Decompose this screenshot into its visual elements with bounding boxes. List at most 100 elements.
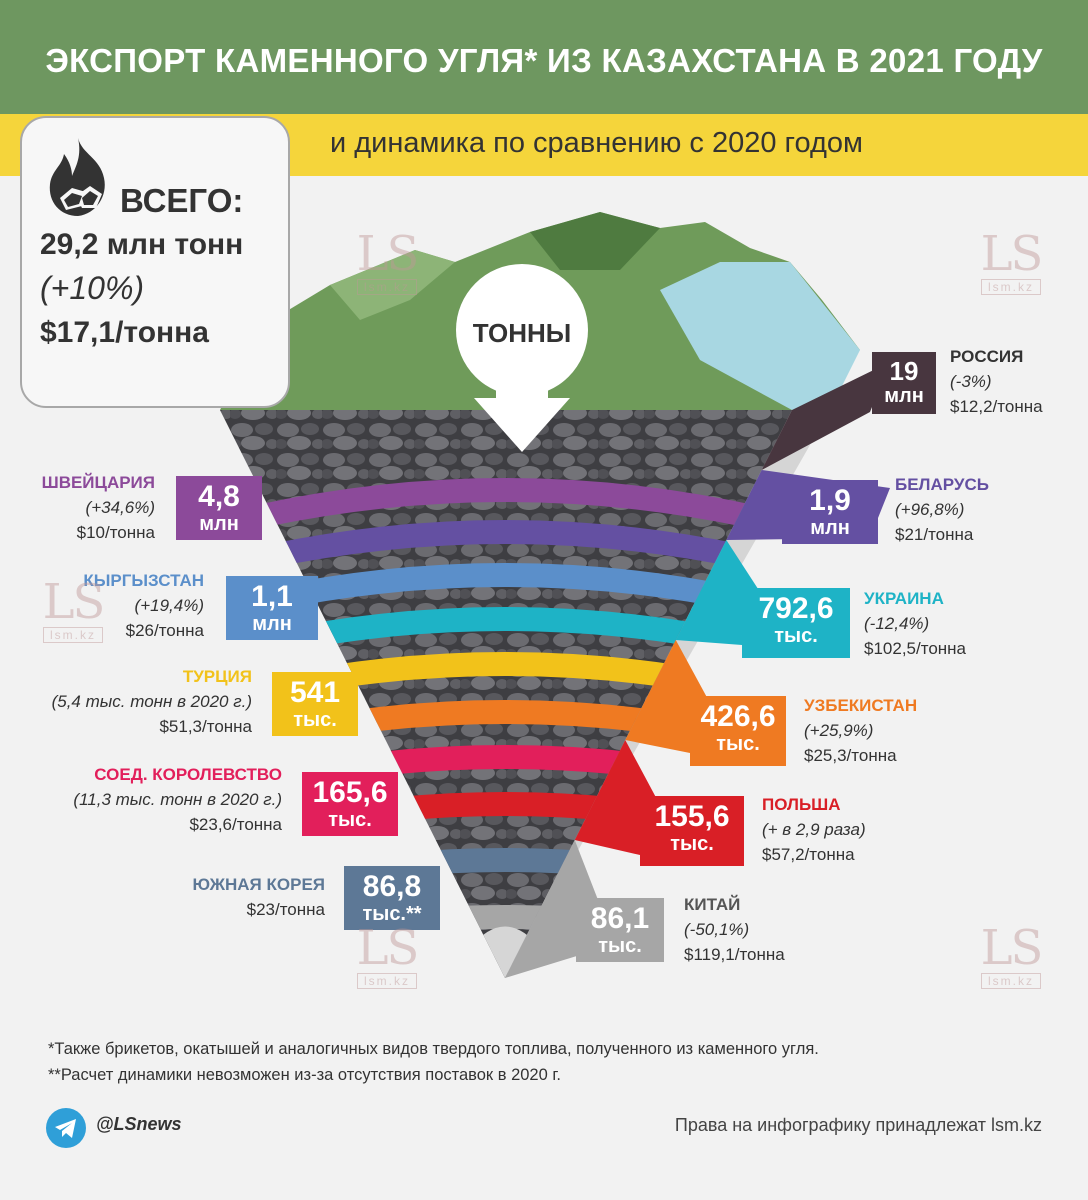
country-change: (-12,4%)	[864, 614, 930, 633]
total-change: (+10%)	[40, 270, 145, 306]
value-badge: 155,6 тыс.	[640, 796, 744, 866]
ribbon-strip	[675, 540, 762, 645]
country-name: ТУРЦИЯ	[182, 667, 252, 686]
country-label: СОЕД. КОРОЛЕВСТВО (11,3 тыс. тонн в 2020 …	[20, 762, 282, 837]
copyright-notice: Права на инфографику принадлежат lsm.kz	[674, 1115, 1042, 1135]
ribbon-strip	[625, 640, 710, 753]
badge-value: 155,6	[654, 800, 730, 833]
country-price: $21/тонна	[895, 525, 974, 544]
badge-unit: млн	[884, 385, 924, 407]
value-badge: 426,6 тыс.	[690, 696, 786, 766]
social-handle[interactable]: @LSnews	[96, 1114, 182, 1134]
country-change: (-3%)	[950, 372, 992, 391]
country-price: $102,5/тонна	[864, 639, 966, 658]
country-name: КЫРГЫЗСТАН	[83, 571, 204, 590]
country-name: УЗБЕКИСТАН	[804, 696, 918, 715]
country-change: (+34,6%)	[85, 498, 155, 517]
country-name: ПОЛЬША	[762, 795, 841, 814]
funnel-band	[220, 478, 792, 557]
tonnes-label: ТОННЫ	[473, 318, 571, 348]
value-badge: 1,1 млн	[226, 576, 318, 640]
badge-unit: млн	[810, 517, 850, 539]
country-name: СОЕД. КОРОЛЕВСТВО	[94, 765, 282, 784]
badge-unit: тыс.	[293, 709, 337, 731]
watermark-logo: LS lsm.kz	[980, 226, 1043, 295]
country-name: РОССИЯ	[950, 347, 1024, 366]
country-name: ШВЕЙЦАРИЯ	[41, 473, 155, 492]
page-title: ЭКСПОРТ КАМЕННОГО УГЛЯ* ИЗ КАЗАХСТАНА В …	[45, 42, 1043, 79]
value-badge: 86,1 тыс.	[576, 898, 664, 962]
country-label: ШВЕЙЦАРИЯ (+34,6%) $10/тонна	[20, 470, 155, 545]
header-banner: ЭКСПОРТ КАМЕННОГО УГЛЯ* ИЗ КАЗАХСТАНА В …	[0, 0, 1088, 114]
country-name: КИТАЙ	[684, 895, 741, 914]
badge-unit: млн	[199, 513, 239, 535]
country-change: (+19,4%)	[134, 596, 204, 615]
badge-value: 19	[889, 356, 919, 386]
country-label: ТУРЦИЯ (5,4 тыс. тонн в 2020 г.) $51,3/тон…	[20, 664, 252, 739]
watermark-logo: LS lsm.kz	[42, 574, 105, 643]
fire-coal-icon	[49, 138, 105, 216]
badge-unit: тыс.	[670, 833, 714, 855]
country-label: УЗБЕКИСТАН (+25,9%) $25,3/тонна	[804, 693, 917, 768]
total-summary-card: ВСЕГО: 29,2 млн тонн (+10%) $17,1/тонна	[20, 116, 290, 408]
value-badge: 4,8 млн	[176, 476, 262, 540]
value-badge: 165,6 тыс.	[302, 772, 398, 836]
telegram-icon[interactable]	[46, 1108, 86, 1148]
watermark-logo: LS lsm.kz	[356, 920, 419, 989]
total-price: $17,1/тонна	[40, 316, 209, 349]
country-price: $23,6/тонна	[189, 815, 282, 834]
watermark-logo: LS lsm.kz	[980, 920, 1043, 989]
badge-value: 4,8	[198, 480, 240, 513]
tonnes-bubble	[456, 264, 588, 396]
country-change: (11,3 тыс. тонн в 2020 г.)	[73, 790, 282, 809]
country-label: БЕЛАРУСЬ (+96,8%) $21/тонна	[895, 472, 989, 547]
badge-value: 86,1	[590, 902, 650, 935]
country-price: $23/тонна	[246, 900, 325, 919]
value-badge: 19 млн	[872, 352, 936, 414]
value-badge: 1,9 млн	[782, 480, 878, 544]
value-badge: 792,6 тыс.	[742, 588, 850, 658]
badge-unit: тыс.**	[362, 903, 422, 925]
country-label: ЮЖНАЯ КОРЕЯ $23/тонна	[20, 872, 325, 922]
country-change: (+ в 2,9 раза)	[762, 820, 866, 839]
country-price: $12,2/тонна	[950, 397, 1043, 416]
country-label: ПОЛЬША (+ в 2,9 раза) $57,2/тонна	[762, 792, 866, 867]
total-value: 29,2 млн тонн	[40, 228, 244, 261]
badge-unit: тыс.	[774, 625, 818, 647]
country-name: БЕЛАРУСЬ	[895, 475, 989, 494]
badge-unit: млн	[252, 613, 292, 635]
country-price: $57,2/тонна	[762, 845, 855, 864]
country-price: $51,3/тонна	[159, 717, 252, 736]
badge-value: 792,6	[758, 592, 834, 625]
badge-value: 426,6	[700, 700, 776, 733]
funnel-band	[220, 563, 792, 642]
footnote-2: **Расчет динамики невозможен из-за отсут…	[48, 1066, 561, 1084]
country-change: (+25,9%)	[804, 721, 874, 740]
arrow-down-icon	[474, 360, 570, 452]
country-change: (5,4 тыс. тонн в 2020 г.)	[51, 692, 252, 711]
badge-value: 541	[289, 676, 341, 709]
funnel-band	[220, 520, 792, 599]
badge-value: 165,6	[312, 776, 388, 809]
country-label: РОССИЯ (-3%) $12,2/тонна	[950, 344, 1043, 419]
country-name: ЮЖНАЯ КОРЕЯ	[192, 875, 325, 894]
footnote-1: *Также брикетов, окатышей и аналогичных …	[48, 1040, 819, 1058]
country-change: (-50,1%)	[684, 920, 750, 939]
country-price: $26/тонна	[125, 621, 204, 640]
tonnes-marker: ТОННЫ	[456, 264, 588, 452]
badge-unit: тыс.	[598, 935, 642, 957]
badge-value: 86,8	[362, 870, 422, 903]
total-label: ВСЕГО:	[120, 182, 244, 219]
country-label: КЫРГЫЗСТАН (+19,4%) $26/тонна	[20, 568, 204, 643]
funnel-tip	[470, 926, 540, 978]
badge-value: 1,9	[809, 484, 851, 517]
country-price: $119,1/тонна	[684, 945, 785, 964]
country-price: $25,3/тонна	[804, 746, 897, 765]
country-label: УКРАИНА (-12,4%) $102,5/тонна	[864, 586, 966, 661]
country-name: УКРАИНА	[864, 589, 944, 608]
ribbon-strip	[761, 362, 890, 470]
value-badge: 541 тыс.	[272, 672, 358, 736]
country-price: $10/тонна	[76, 523, 155, 542]
ribbon-strip	[574, 740, 660, 855]
badge-unit: тыс.	[716, 733, 760, 755]
